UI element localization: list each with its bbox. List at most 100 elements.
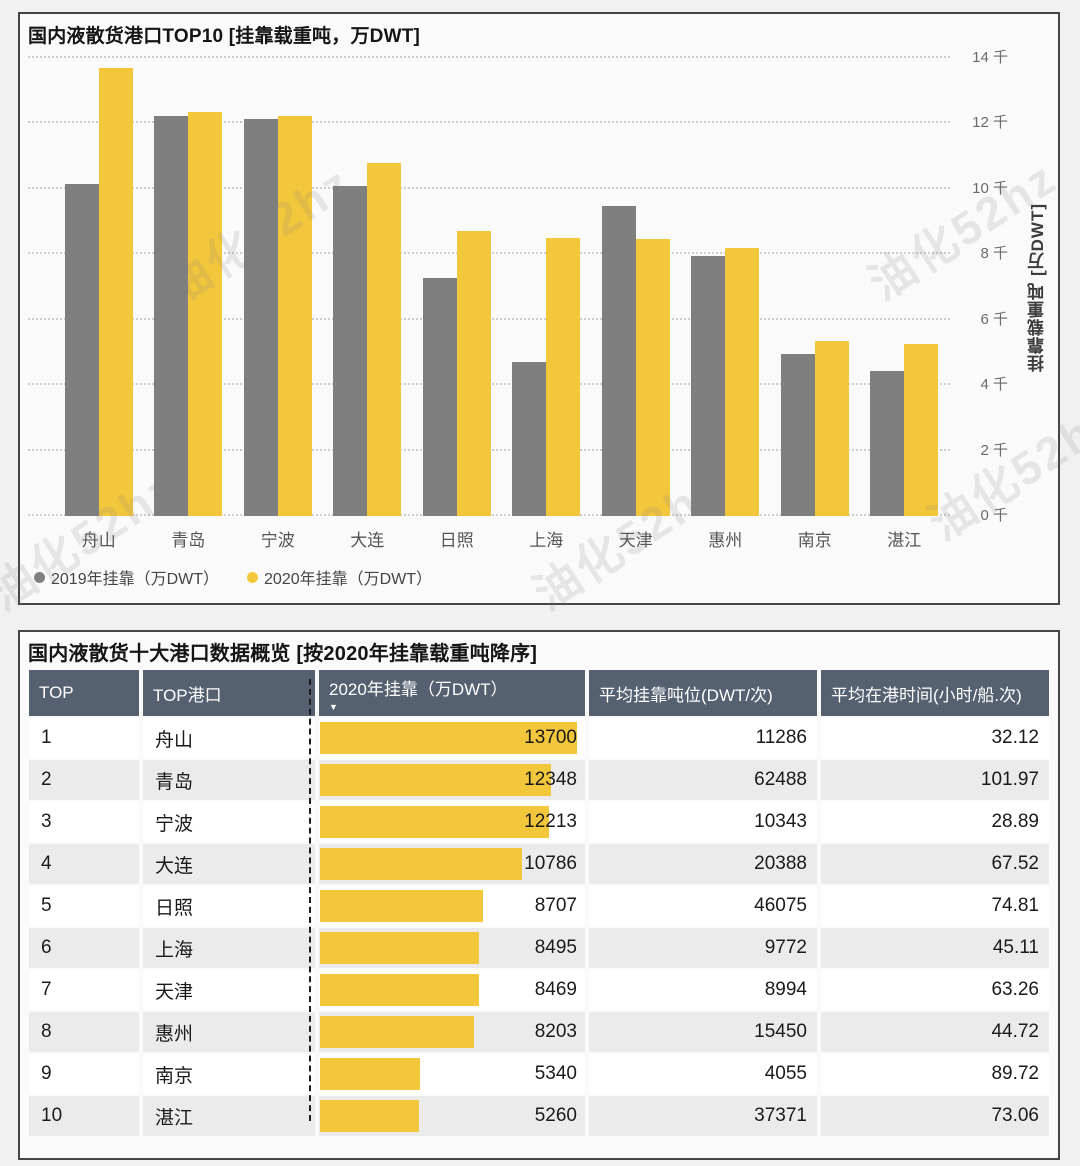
cell-avg-dwt: 15450 — [589, 1012, 817, 1052]
bar-2019-天津[interactable] — [601, 206, 636, 516]
cell-avg-hours: 45.11 — [821, 928, 1049, 968]
cell-2020-calls: 12348 — [319, 760, 585, 800]
legend-label: 2019年挂靠（万DWT） — [51, 571, 220, 588]
gridline — [28, 121, 950, 124]
cell-2020-calls: 12213 — [319, 802, 585, 842]
databar — [320, 890, 484, 922]
legend-label: 2020年挂靠（万DWT） — [264, 571, 433, 588]
cell-avg-hours: 67.52 — [821, 844, 1049, 884]
cell-rank: 2 — [29, 760, 139, 800]
cell-2020-value: 8469 — [534, 979, 577, 1000]
gridline — [28, 56, 950, 58]
y-axis-tick-label: 0 千 — [980, 507, 1008, 524]
legend-dot-icon — [247, 571, 259, 583]
cell-port: 日照 — [143, 886, 315, 926]
databar — [320, 974, 479, 1006]
y-axis-title: 挂靠载重吨 [万DWT] — [1028, 202, 1047, 372]
cell-avg-hours: 73.06 — [821, 1096, 1049, 1136]
y-axis-tick-label: 4 千 — [980, 376, 1008, 394]
cell-rank: 8 — [29, 1012, 139, 1052]
cell-avg-dwt: 11286 — [589, 718, 817, 758]
bar-2020-天津[interactable] — [635, 238, 670, 516]
cell-avg-dwt: 20388 — [589, 844, 817, 884]
y-axis-tick-label: 6 千 — [980, 310, 1008, 328]
legend-item[interactable]: 2019年挂靠（万DWT） — [34, 565, 219, 589]
bar-2019-南京[interactable] — [780, 353, 815, 516]
bar-2019-湛江[interactable] — [870, 370, 905, 516]
databar — [320, 806, 549, 838]
bar-2020-南京[interactable] — [814, 341, 849, 516]
cell-2020-value: 13700 — [524, 727, 577, 748]
chart-legend: 2019年挂靠（万DWT） 2020年挂靠（万DWT） — [34, 565, 432, 589]
cell-port: 大连 — [143, 844, 315, 884]
cell-rank: 7 — [29, 970, 139, 1010]
cell-2020-calls: 8707 — [319, 886, 585, 926]
column-header-平均挂靠吨位(DWT/次)[interactable]: 平均挂靠吨位(DWT/次) — [589, 670, 817, 716]
cell-port: 南京 — [143, 1054, 315, 1094]
cell-avg-hours: 89.72 — [821, 1054, 1049, 1094]
databar — [320, 1100, 419, 1132]
legend-dot-icon — [34, 571, 45, 583]
cell-2020-calls: 8495 — [319, 928, 585, 968]
cell-2020-value: 8495 — [534, 937, 577, 958]
bar-2019-青岛[interactable] — [154, 115, 189, 516]
liquid-bulk-ports-bar-chart-panel: 国内液散货港口TOP10 [挂靠载重吨，万DWT] 0 千 2 千 4 千 6 千 8 … — [18, 12, 1060, 605]
bar-2019-舟山[interactable] — [64, 183, 99, 516]
cell-port: 舟山 — [143, 718, 315, 758]
cell-rank: 10 — [29, 1096, 139, 1136]
y-axis-tick-labels: 0 千 2 千 4 千 6 千 8 千 10 千 12 千 14 千 — [938, 49, 1008, 524]
legend-item[interactable]: 2020年挂靠（万DWT） — [247, 565, 432, 589]
y-axis-tick-label: 14 千 — [972, 49, 1008, 66]
cell-avg-hours: 44.72 — [821, 1012, 1049, 1052]
cell-2020-value: 5340 — [534, 1063, 577, 1084]
cell-2020-value: 12213 — [524, 811, 577, 832]
cell-avg-dwt: 37371 — [589, 1096, 817, 1136]
bar-2020-青岛[interactable] — [188, 112, 223, 516]
bar-2020-惠州[interactable] — [725, 247, 760, 516]
cell-rank: 1 — [29, 718, 139, 758]
bar-group-惠州 — [681, 58, 771, 516]
cell-2020-calls: 13700 — [319, 718, 585, 758]
cell-avg-dwt: 10343 — [589, 802, 817, 842]
x-axis-labels: 舟山 青岛 宁波 大连 日照 上海 天津 惠州 南京 湛江 — [54, 526, 949, 551]
bar-2019-惠州[interactable] — [691, 255, 726, 516]
chart-title: 国内液散货港口TOP10 [挂靠载重吨，万DWT] — [28, 26, 421, 47]
databar — [320, 764, 552, 796]
bar-2020-日照[interactable] — [456, 231, 491, 516]
cell-rank: 4 — [29, 844, 139, 884]
bar-2020-上海[interactable] — [546, 238, 581, 516]
ports-table: TOP TOP港口 2020年挂靠（万DWT） ▼ 平均挂靠吨位(DWT/次) 平均在港时… — [29, 670, 1049, 1136]
column-header-平均在港时间(小时/船.次)[interactable]: 平均在港时间(小时/船.次) — [821, 670, 1049, 716]
bar-group-宁波 — [233, 58, 323, 516]
cell-rank: 9 — [29, 1054, 139, 1094]
bar-2020-湛江[interactable] — [904, 343, 939, 516]
bar-2019-上海[interactable] — [512, 361, 547, 516]
column-header-TOP[interactable]: TOP — [29, 670, 139, 716]
column-header-TOP港口[interactable]: TOP港口 — [143, 670, 315, 716]
bar-group-湛江 — [860, 58, 950, 516]
cell-avg-dwt: 46075 — [589, 886, 817, 926]
bar-2019-宁波[interactable] — [243, 118, 278, 516]
y-axis-tick-label: 10 千 — [972, 179, 1008, 197]
cell-avg-hours: 32.12 — [821, 718, 1049, 758]
column-header-2020年挂靠（万DWT）[interactable]: 2020年挂靠（万DWT） ▼ — [319, 670, 585, 716]
bar-2019-日照[interactable] — [422, 277, 457, 516]
cell-port: 青岛 — [143, 760, 315, 800]
cell-port: 惠州 — [143, 1012, 315, 1052]
bar-2020-宁波[interactable] — [277, 116, 312, 516]
cell-2020-value: 12348 — [524, 769, 577, 790]
y-axis-tick-label: 12 千 — [972, 114, 1008, 132]
cell-avg-hours: 101.97 — [821, 760, 1049, 800]
column-header-label: TOP港口 — [153, 685, 222, 705]
x-axis-label-日照: 日照 — [439, 531, 474, 550]
bar-group-大连 — [323, 58, 413, 516]
cell-avg-hours: 28.89 — [821, 802, 1049, 842]
x-axis-label-惠州: 惠州 — [708, 531, 743, 550]
cell-2020-value: 8203 — [534, 1021, 577, 1042]
bar-2020-大连[interactable] — [367, 163, 402, 516]
bar-2020-舟山[interactable] — [98, 67, 133, 516]
bar-2019-大连[interactable] — [333, 185, 368, 516]
x-axis-label-南京: 南京 — [797, 531, 832, 550]
column-header-label: 平均挂靠吨位(DWT/次) — [599, 685, 773, 705]
bar-group-天津 — [591, 58, 681, 516]
